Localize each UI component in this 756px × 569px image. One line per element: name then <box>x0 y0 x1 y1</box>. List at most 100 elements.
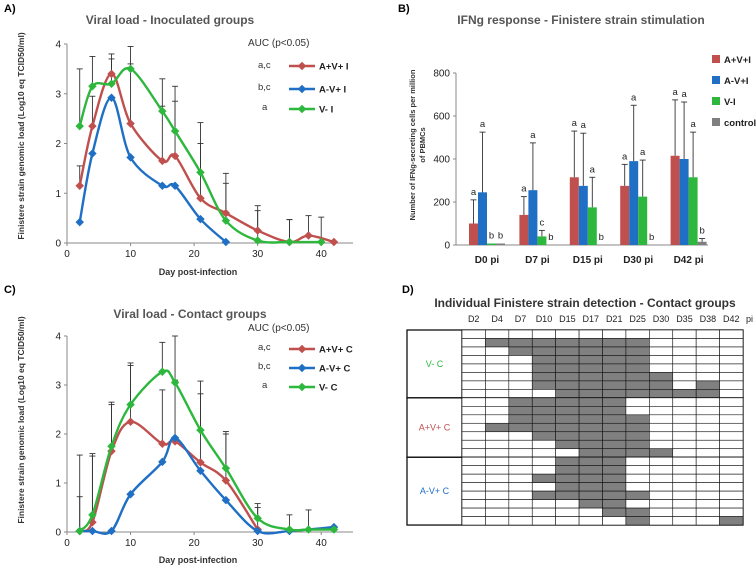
detection-cell <box>485 338 510 348</box>
data-point <box>329 525 339 534</box>
y-tick-label: 3 <box>55 381 61 392</box>
detection-cell <box>531 380 556 390</box>
legend-swatch <box>712 55 720 63</box>
detection-cell <box>695 482 720 492</box>
detection-cell <box>719 355 744 365</box>
detection-cell <box>485 439 510 450</box>
y-tick-label: 2 <box>55 430 61 441</box>
x-tick-label: 10 <box>125 538 137 549</box>
bar <box>578 185 588 245</box>
significance-letter: a <box>521 184 527 195</box>
significance-letter: b <box>489 231 494 242</box>
x-tick-label: D42 pi <box>674 255 704 266</box>
detection-cell <box>719 406 744 416</box>
detection-cell <box>625 406 650 416</box>
legend-marker <box>297 363 307 373</box>
bar <box>519 214 529 245</box>
detection-cell <box>602 338 627 348</box>
detection-cell <box>555 338 580 348</box>
column-header: D2 <box>468 314 480 324</box>
detection-cell <box>672 490 697 500</box>
detection-cell <box>578 482 603 492</box>
y-tick-label: 400 <box>433 155 450 166</box>
data-point <box>285 525 294 534</box>
detection-cell <box>485 329 510 339</box>
data-point <box>221 237 231 247</box>
detection-cell <box>672 329 697 339</box>
panel-a-ylabel: Finistere strain genomic load (Log10 eq … <box>16 32 26 240</box>
detection-cell <box>578 473 603 483</box>
legend-label: A+V+I <box>724 55 751 66</box>
detection-cell <box>461 422 486 433</box>
detection-cell <box>602 465 627 475</box>
data-point <box>88 121 97 131</box>
detection-cell <box>461 406 486 416</box>
y-tick-label: 4 <box>55 40 61 51</box>
data-point <box>88 149 97 158</box>
detection-cell <box>672 499 697 509</box>
detection-cell <box>695 431 720 441</box>
detection-cell <box>555 490 580 500</box>
detection-cell <box>508 406 533 416</box>
significance-letter: a <box>590 164 596 175</box>
series-line-a-v-i <box>78 96 227 243</box>
data-point <box>170 126 180 136</box>
detection-cell <box>531 516 556 526</box>
detection-cell <box>508 397 533 407</box>
detection-cell <box>695 363 720 373</box>
column-header: D38 <box>700 314 717 324</box>
significance-letter: a <box>631 92 637 103</box>
detection-cell <box>672 372 697 382</box>
detection-cell <box>719 465 744 475</box>
data-point <box>126 417 135 426</box>
data-point <box>158 181 167 191</box>
x-tick-label: 0 <box>64 249 70 260</box>
detection-cell <box>672 473 697 483</box>
detection-cell <box>719 490 744 500</box>
y-tick-label: 0 <box>444 241 450 252</box>
significance-letter: b <box>699 226 704 237</box>
legend-marker <box>297 382 307 392</box>
detection-cell <box>461 363 486 373</box>
significance-letter: a <box>690 119 696 130</box>
detection-cell <box>695 414 720 424</box>
detection-cell <box>578 372 603 382</box>
detection-cell <box>578 414 603 424</box>
series-line-a-v-i <box>78 72 335 244</box>
detection-cell <box>719 346 744 356</box>
column-header: D30 <box>653 314 670 324</box>
detection-cell <box>672 516 697 526</box>
detection-cell <box>695 448 720 458</box>
detection-cell <box>578 363 603 373</box>
detection-cell <box>555 422 580 433</box>
detection-cell <box>649 389 674 399</box>
detection-cell <box>602 499 627 509</box>
detection-cell <box>719 389 744 399</box>
bar <box>620 185 630 245</box>
detection-cell <box>625 389 650 399</box>
detection-cell <box>555 448 580 458</box>
detection-cell <box>461 389 486 399</box>
data-point <box>304 525 313 534</box>
data-point <box>126 490 135 499</box>
detection-cell <box>695 499 720 509</box>
detection-cell <box>672 465 697 475</box>
data-point <box>158 457 167 467</box>
bar <box>638 196 648 245</box>
data-point <box>126 64 135 74</box>
detection-cell <box>485 456 510 466</box>
detection-cell <box>625 448 650 458</box>
panel-a-auc-letter-1: a,c <box>258 60 271 71</box>
panel-b-ylabel-1: Number of IFNg-secreting cells per milli… <box>408 69 417 220</box>
detection-cell <box>625 380 650 390</box>
panel-a-letter: A) <box>4 3 16 15</box>
bar <box>496 243 505 245</box>
detection-cell <box>461 456 486 466</box>
detection-cell <box>531 363 556 373</box>
series-line-v-c <box>78 369 334 532</box>
data-point <box>285 237 294 247</box>
detection-cell <box>649 414 674 424</box>
detection-cell <box>625 397 650 407</box>
detection-cell <box>672 389 697 399</box>
detection-cell <box>555 439 580 450</box>
